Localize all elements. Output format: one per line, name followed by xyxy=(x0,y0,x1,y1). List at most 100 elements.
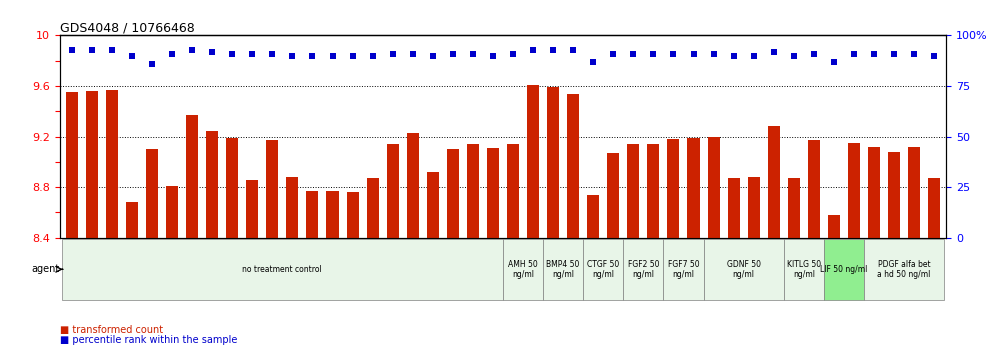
Bar xyxy=(246,179,258,238)
Bar xyxy=(186,115,198,238)
Text: no treatment control: no treatment control xyxy=(242,265,323,274)
Bar xyxy=(125,202,138,238)
Text: agent: agent xyxy=(32,264,60,274)
Point xyxy=(786,53,802,58)
Point xyxy=(305,53,321,58)
Point xyxy=(726,53,742,58)
Point xyxy=(84,47,100,52)
Point xyxy=(465,51,481,56)
Point xyxy=(665,51,681,56)
Point xyxy=(144,61,160,67)
Bar xyxy=(66,92,78,238)
FancyBboxPatch shape xyxy=(663,239,703,299)
Text: KITLG 50
ng/ml: KITLG 50 ng/ml xyxy=(787,259,821,279)
Point xyxy=(625,51,641,56)
Point xyxy=(325,53,341,58)
Bar xyxy=(467,144,479,238)
Bar xyxy=(707,137,719,238)
Point xyxy=(867,51,882,56)
Bar xyxy=(567,93,580,238)
Point xyxy=(104,47,120,52)
Bar xyxy=(226,138,238,238)
Text: FGF2 50
ng/ml: FGF2 50 ng/ml xyxy=(627,259,659,279)
Bar xyxy=(728,178,740,238)
Point xyxy=(264,51,280,56)
Point xyxy=(164,51,180,56)
Text: BMP4 50
ng/ml: BMP4 50 ng/ml xyxy=(547,259,580,279)
Text: FGF7 50
ng/ml: FGF7 50 ng/ml xyxy=(667,259,699,279)
FancyBboxPatch shape xyxy=(623,239,663,299)
Bar xyxy=(386,144,398,238)
Bar xyxy=(828,215,840,238)
Bar xyxy=(888,152,900,238)
Point xyxy=(425,53,441,58)
FancyBboxPatch shape xyxy=(503,239,543,299)
Point xyxy=(365,53,380,58)
Point xyxy=(826,59,842,64)
Bar xyxy=(808,140,820,238)
Bar xyxy=(307,191,319,238)
Bar xyxy=(848,143,860,238)
Point xyxy=(345,53,361,58)
Point xyxy=(124,53,139,58)
Bar xyxy=(647,144,659,238)
Bar xyxy=(748,177,760,238)
Point xyxy=(906,51,922,56)
Bar xyxy=(447,149,459,238)
Bar xyxy=(928,178,940,238)
Point xyxy=(224,51,240,56)
Bar xyxy=(547,87,559,238)
Bar xyxy=(406,133,418,238)
Bar xyxy=(86,91,98,238)
Point xyxy=(586,59,602,64)
Bar xyxy=(667,139,679,238)
Bar xyxy=(426,172,439,238)
Bar xyxy=(106,90,118,238)
Bar xyxy=(908,147,920,238)
Bar xyxy=(146,149,158,238)
Text: GDS4048 / 10766468: GDS4048 / 10766468 xyxy=(60,21,194,34)
Text: CTGF 50
ng/ml: CTGF 50 ng/ml xyxy=(587,259,620,279)
Point xyxy=(926,53,942,58)
Point xyxy=(285,53,301,58)
Bar xyxy=(527,85,539,238)
Point xyxy=(485,53,501,58)
Bar xyxy=(206,131,218,238)
Point xyxy=(204,49,220,55)
Point xyxy=(384,51,400,56)
Bar xyxy=(166,186,178,238)
Text: GDNF 50
ng/ml: GDNF 50 ng/ml xyxy=(727,259,761,279)
Bar xyxy=(868,147,880,238)
Point xyxy=(806,51,822,56)
Text: LIF 50 ng/ml: LIF 50 ng/ml xyxy=(821,265,868,274)
Point xyxy=(64,47,80,52)
Bar xyxy=(768,126,780,238)
Bar xyxy=(347,192,359,238)
Bar xyxy=(788,178,800,238)
Point xyxy=(525,47,541,52)
FancyBboxPatch shape xyxy=(864,239,944,299)
Point xyxy=(766,49,782,55)
Text: AMH 50
ng/ml: AMH 50 ng/ml xyxy=(508,259,538,279)
Bar xyxy=(367,178,378,238)
Point xyxy=(404,51,420,56)
Point xyxy=(705,51,721,56)
Bar xyxy=(287,177,299,238)
FancyBboxPatch shape xyxy=(584,239,623,299)
Bar xyxy=(588,195,600,238)
Point xyxy=(505,51,521,56)
Bar xyxy=(687,138,699,238)
FancyBboxPatch shape xyxy=(824,239,864,299)
Point xyxy=(244,51,260,56)
Bar xyxy=(266,140,278,238)
FancyBboxPatch shape xyxy=(543,239,584,299)
Text: PDGF alfa bet
a hd 50 ng/ml: PDGF alfa bet a hd 50 ng/ml xyxy=(877,259,931,279)
Bar xyxy=(608,153,620,238)
Point xyxy=(685,51,701,56)
Point xyxy=(565,47,581,52)
Point xyxy=(746,53,762,58)
Text: ■ percentile rank within the sample: ■ percentile rank within the sample xyxy=(60,335,237,345)
Point xyxy=(545,47,561,52)
Point xyxy=(606,51,622,56)
FancyBboxPatch shape xyxy=(62,239,503,299)
